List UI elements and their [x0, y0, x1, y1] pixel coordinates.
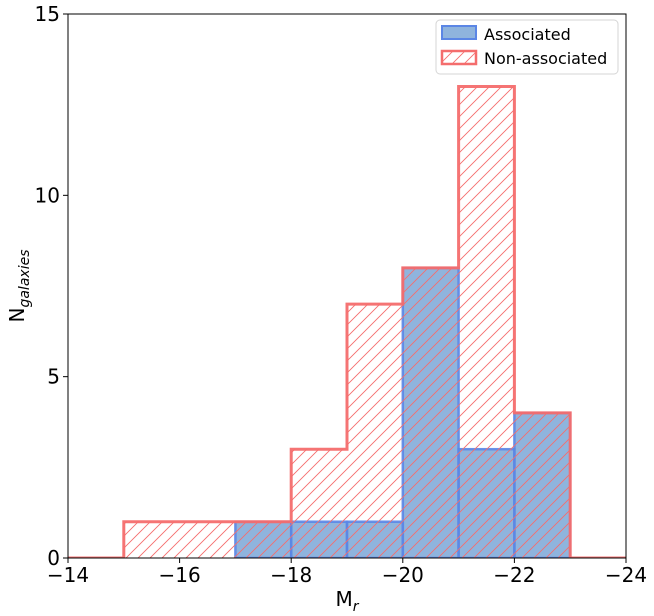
y-axis-label: Ngalaxies [5, 250, 33, 323]
legend-label-associated: Associated [484, 25, 571, 44]
y-tick-label: 0 [47, 546, 60, 570]
x-axis-ticks: −14 −16 −18 −20 −22 −24 [47, 558, 647, 587]
y-tick-label: 15 [35, 2, 60, 26]
legend-swatch-non-associated [440, 49, 478, 66]
plot-frame [67, 13, 627, 559]
legend-box [435, 19, 619, 75]
y-tick-label: 10 [35, 183, 60, 207]
y-axis-ticks: 0 5 10 15 [35, 2, 68, 570]
non-associated-bar [179, 521, 236, 558]
legend-label-non-associated: Non-associated [484, 49, 607, 68]
x-tick-label: −20 [382, 563, 424, 587]
legend: Associated Non-associated [435, 19, 619, 75]
non-associated-bar [402, 267, 459, 558]
non-associated-bars [68, 85, 626, 558]
x-axis-label: Mr [335, 587, 359, 615]
x-tick-label: −18 [270, 563, 312, 587]
non-associated-bar [458, 86, 515, 558]
x-tick-label: −22 [493, 563, 535, 587]
non-associated-bar [514, 412, 571, 558]
non-associated-bar [347, 304, 403, 558]
x-tick-label: −24 [605, 563, 647, 587]
non-associated-outline [68, 85, 626, 558]
legend-swatch-associated [441, 25, 477, 40]
x-tick-label: −14 [47, 563, 89, 587]
non-associated-bar [235, 521, 292, 558]
x-tick-label: −16 [158, 563, 200, 587]
y-tick-label: 5 [47, 365, 60, 389]
non-associated-bar [291, 449, 347, 558]
non-associated-bar [123, 521, 180, 558]
